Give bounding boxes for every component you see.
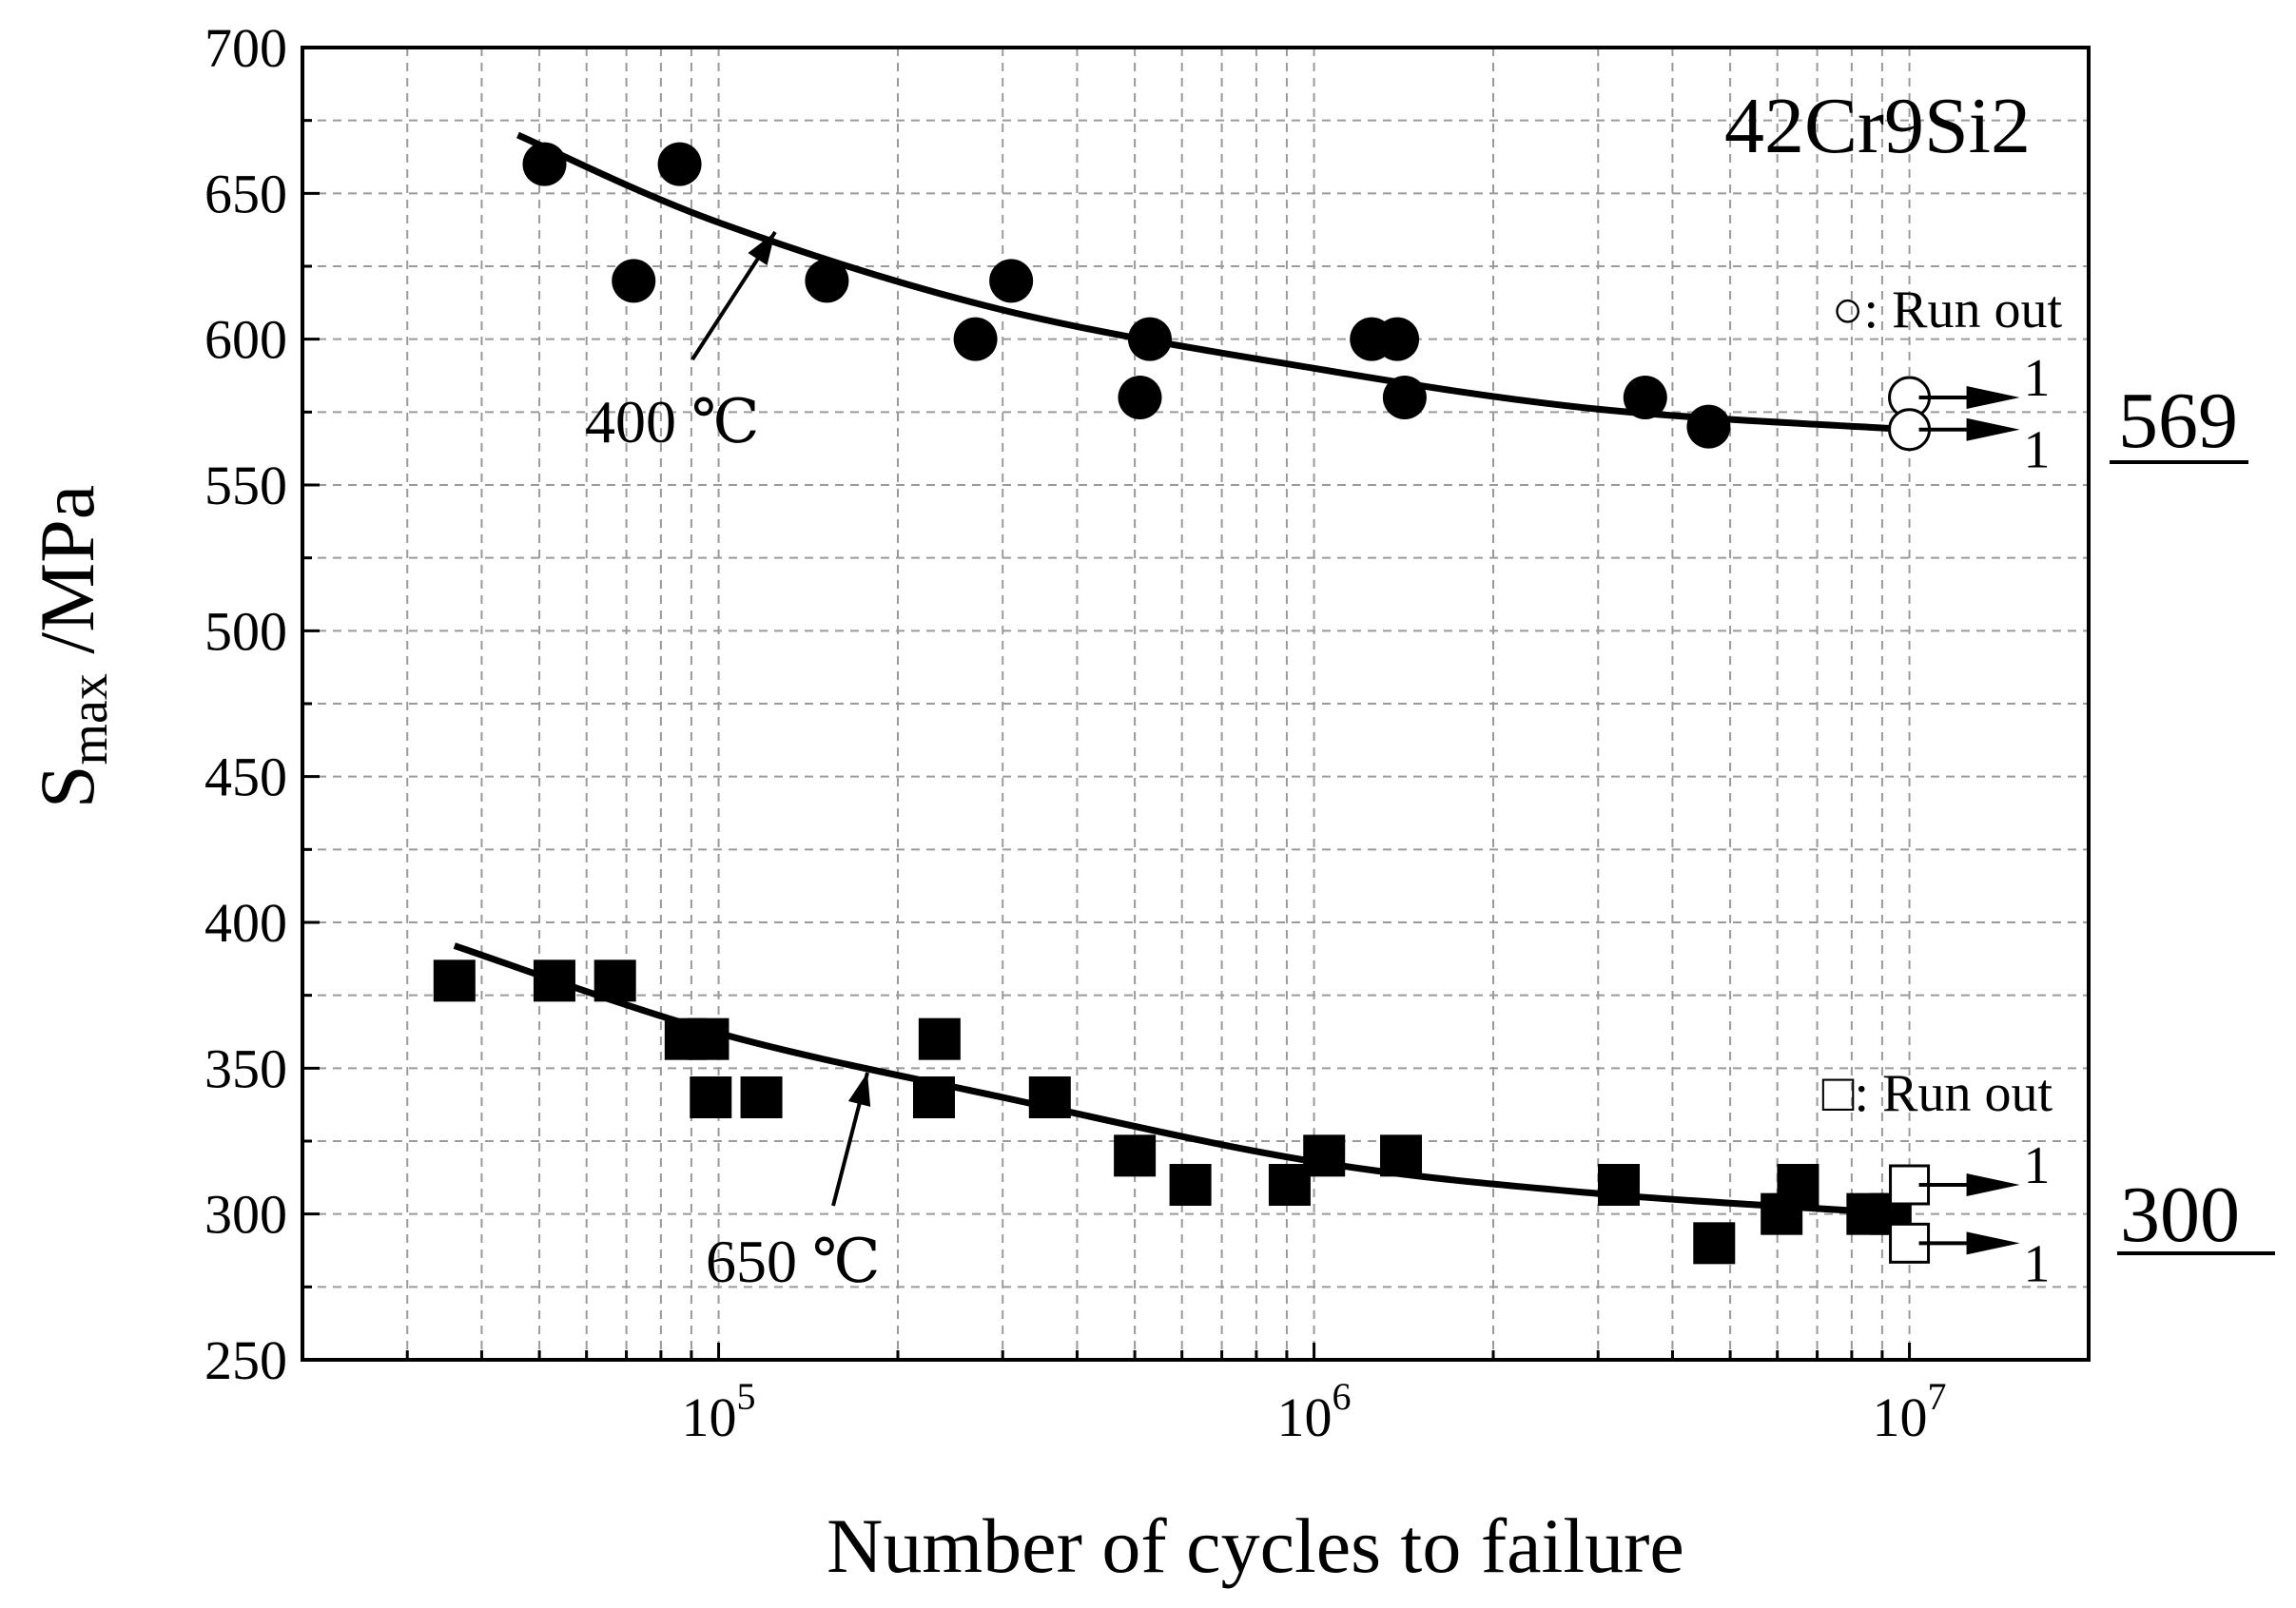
data-point-circle [1686, 404, 1731, 449]
y-tick-label: 700 [204, 17, 287, 79]
data-point-square [687, 1017, 730, 1060]
runout-legend-400: ○: Run out [1832, 281, 2063, 339]
y-axis-title: Smax /MPa [24, 485, 119, 808]
x-tick-label: 106 [1277, 1375, 1352, 1448]
data-point-square [533, 959, 575, 1002]
y-tick-label: 550 [204, 455, 287, 516]
y-axis-title-unit: /MPa [24, 485, 110, 673]
data-point-circle [953, 317, 998, 361]
x-tick-base: 10 [1873, 1386, 1928, 1448]
data-point-circle [1127, 317, 1172, 361]
x-tick-label: 105 [682, 1375, 756, 1448]
x-tick-label: 107 [1873, 1375, 1947, 1448]
runout-arrow-head [1966, 417, 2020, 441]
runout-arrow-head [1966, 386, 2020, 409]
grid [302, 48, 2089, 1360]
y-axis-title-main: S [24, 765, 110, 809]
y-tick-label: 350 [204, 1037, 287, 1099]
runout-count: 1 [2024, 349, 2051, 408]
y-tick-label: 250 [204, 1329, 287, 1391]
data-point-circle [805, 259, 849, 303]
runout-arrow-head [1966, 1231, 2020, 1255]
annotation-arrows [691, 230, 871, 1207]
runout-count: 1 [2024, 1136, 2051, 1195]
fatigue-limit-650: 300 [2120, 1171, 2240, 1259]
y-tick-label: 300 [204, 1184, 287, 1246]
x-tick-exponent: 6 [1333, 1375, 1352, 1418]
data-point-circle [612, 259, 656, 303]
data-point-square [1693, 1222, 1736, 1265]
data-point-square [912, 1076, 955, 1118]
data-point-square [433, 959, 476, 1002]
runout-arrow-head [1966, 1173, 2020, 1196]
x-tick-base: 10 [1277, 1386, 1333, 1448]
x-tick-exponent: 5 [737, 1375, 756, 1418]
data-point-square [1777, 1164, 1819, 1206]
data-point-circle [522, 142, 567, 186]
data-point-circle [657, 142, 702, 186]
data-point-square [1597, 1164, 1640, 1206]
data-point-square [1380, 1134, 1423, 1177]
y-tick-label: 450 [204, 746, 287, 808]
runout-markers: 1 1 1 1 [1888, 349, 2051, 1293]
y-tick-label: 500 [204, 600, 287, 662]
y-tick-label: 400 [204, 892, 287, 954]
data-point-square [1028, 1076, 1071, 1118]
data-point-circle [1623, 376, 1667, 419]
y-axis-title-sub: max [60, 673, 119, 765]
series-label-400: 400 ℃ [585, 388, 760, 455]
data-point-square [740, 1076, 783, 1118]
data-point-square [690, 1076, 732, 1118]
plot-frame [301, 46, 2091, 1362]
fit-curve-400 [516, 131, 1910, 434]
data-point-circle [1382, 376, 1427, 419]
data-point-square [593, 959, 636, 1002]
data-point-square [1303, 1134, 1346, 1177]
data-points [433, 142, 1912, 1265]
runout-legend-650: □: Run out [1822, 1064, 2053, 1123]
runout-count: 1 [2024, 1234, 2051, 1293]
data-point-square [1114, 1134, 1157, 1177]
y-tick-label: 600 [204, 309, 287, 371]
x-tick-base: 10 [682, 1386, 737, 1448]
y-tick-label: 650 [204, 163, 287, 224]
data-point-square [918, 1017, 961, 1060]
label-arrow-650-head [847, 1073, 871, 1107]
data-point-circle [1375, 317, 1420, 361]
data-point-circle [1118, 376, 1162, 419]
chart-title: 42Cr9Si2 [1724, 82, 2031, 170]
x-axis-title: Number of cycles to failure [827, 1502, 1684, 1589]
label-arrow-400-head [748, 232, 775, 266]
data-point-square [1169, 1164, 1212, 1206]
x-tick-exponent: 7 [1928, 1375, 1947, 1418]
fatigue-limit-400: 569 [2118, 377, 2238, 465]
data-point-circle [989, 259, 1034, 303]
runout-count: 1 [2024, 421, 2051, 480]
series-label-650: 650 ℃ [706, 1228, 881, 1295]
